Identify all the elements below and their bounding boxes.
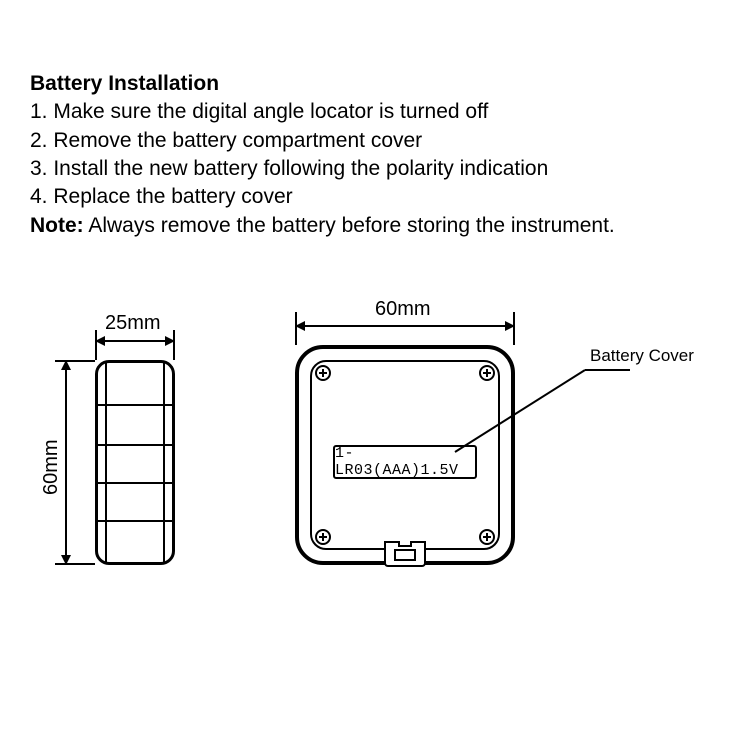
instructions-title: Battery Installation: [30, 70, 615, 98]
side-segment: [98, 444, 172, 446]
instruction-note: Note: Always remove the battery before s…: [30, 212, 615, 240]
dimension-label-60mm-h: 60mm: [375, 298, 431, 321]
callout-battery-cover: Battery Cover: [590, 346, 694, 366]
side-segment: [98, 404, 172, 406]
port-notch: [398, 541, 412, 547]
instruction-step: 1. Make sure the digital angle locator i…: [30, 98, 615, 126]
screw-icon: [315, 365, 331, 381]
side-segment: [98, 482, 172, 484]
technical-diagram: 25mm 60mm 1-LR03(AAA)1.5V 60mm Battery C…: [0, 290, 750, 650]
dimension-line-width-front: [297, 325, 513, 327]
instruction-step: 4. Replace the battery cover: [30, 183, 615, 211]
side-rail-left: [105, 363, 107, 562]
note-label: Note:: [30, 214, 84, 237]
side-segment: [98, 520, 172, 522]
battery-spec-text: 1-LR03(AAA)1.5V: [335, 445, 475, 479]
device-side-view: [95, 360, 175, 565]
instruction-step: 2. Remove the battery compartment cover: [30, 127, 615, 155]
side-rail-right: [163, 363, 165, 562]
instructions-block: Battery Installation 1. Make sure the di…: [30, 70, 615, 240]
dimension-label-25mm: 25mm: [105, 312, 161, 335]
dimension-line-height-side: [65, 362, 67, 563]
instruction-step: 3. Install the new battery following the…: [30, 155, 615, 183]
note-text: Always remove the battery before storing…: [84, 214, 615, 237]
callout-line: [455, 360, 645, 460]
bottom-port: [384, 541, 426, 567]
dimension-label-60mm-v: 60mm: [40, 439, 63, 495]
port-inner: [394, 549, 416, 561]
screw-icon: [315, 529, 331, 545]
dimension-line-width-side: [97, 340, 173, 342]
screw-icon: [479, 529, 495, 545]
